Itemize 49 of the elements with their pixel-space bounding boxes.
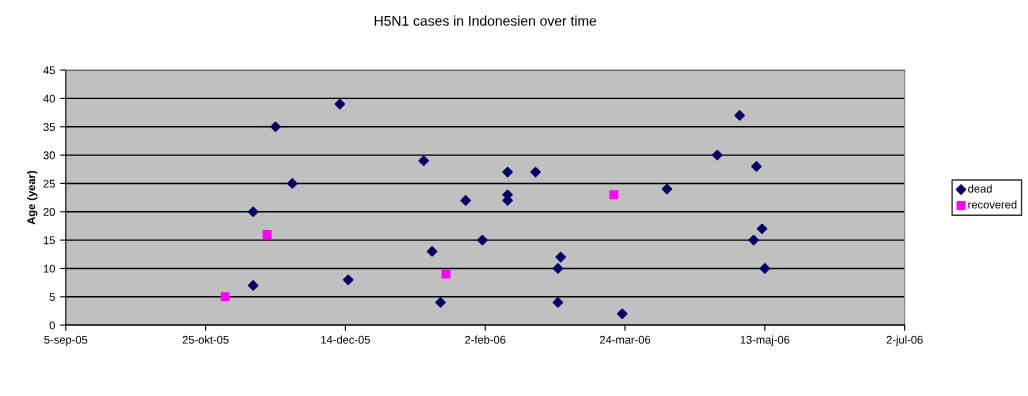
- point: [748, 234, 759, 246]
- y-tick-label: 25: [43, 179, 55, 188]
- point: [756, 223, 768, 235]
- point: [609, 190, 619, 200]
- point: [616, 308, 628, 320]
- point: [334, 98, 346, 110]
- point: [435, 297, 446, 308]
- point: [711, 149, 723, 161]
- point: [555, 251, 567, 263]
- y-tick-label: 0: [49, 321, 55, 330]
- x-tick-label: 24-mar-06: [599, 335, 651, 344]
- x-tick-label: 2-feb-06: [465, 335, 506, 344]
- point: [418, 155, 430, 167]
- y-tick-label: 5: [49, 293, 55, 301]
- point: [661, 183, 673, 195]
- point: [247, 206, 259, 218]
- point: [342, 274, 354, 286]
- legend-label: dead: [968, 184, 992, 193]
- point: [441, 269, 451, 279]
- point: [477, 234, 488, 246]
- point: [552, 297, 564, 308]
- point: [502, 166, 513, 178]
- point: [759, 263, 771, 274]
- chart-title: H5N1 cases in Indonesien over time: [374, 15, 597, 26]
- x-tick-label: 2-jul-06: [886, 335, 923, 346]
- point: [530, 166, 541, 178]
- y-tick-label: 20: [43, 208, 55, 216]
- y-axis-title: Age (year): [27, 170, 38, 225]
- point: [262, 229, 272, 239]
- point: [552, 263, 564, 274]
- point: [751, 161, 762, 172]
- point: [247, 280, 259, 291]
- y-tick-label: 30: [43, 151, 55, 160]
- x-tick-label: 5-sep-05: [44, 335, 88, 346]
- legend-label: recovered: [968, 200, 1017, 209]
- point: [734, 110, 745, 121]
- x-tick-label: 25-okt-05: [182, 335, 229, 344]
- x-tick-label: 13-maj-06: [740, 335, 790, 346]
- point: [460, 195, 471, 206]
- y-tick-label: 45: [43, 66, 55, 75]
- point: [286, 178, 298, 189]
- point: [270, 121, 281, 133]
- y-tick-label: 10: [43, 264, 55, 273]
- y-tick-label: 40: [43, 94, 55, 103]
- x-tick-label: 14-dec-05: [321, 335, 370, 344]
- y-tick-label: 15: [43, 236, 55, 245]
- point: [220, 292, 230, 302]
- point: [426, 246, 438, 257]
- y-tick-label: 35: [43, 123, 55, 131]
